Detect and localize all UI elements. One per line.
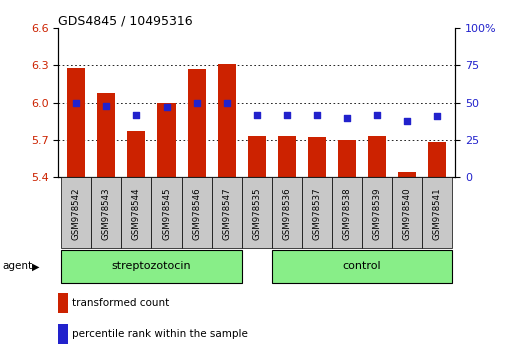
Bar: [127, 131, 145, 177]
Bar: [271, 250, 451, 283]
Point: [432, 113, 440, 119]
Point: [132, 112, 140, 118]
Point: [282, 112, 290, 118]
Point: [402, 118, 411, 123]
Bar: [271, 177, 301, 248]
Bar: [337, 140, 356, 177]
Bar: [217, 64, 235, 177]
Point: [192, 100, 200, 105]
Bar: [241, 177, 271, 248]
Point: [72, 100, 80, 105]
Text: GSM978539: GSM978539: [372, 188, 381, 240]
Bar: [97, 93, 115, 177]
Bar: [308, 137, 325, 177]
Text: GSM978545: GSM978545: [162, 188, 171, 240]
Bar: [58, 293, 68, 313]
Bar: [181, 177, 211, 248]
Bar: [427, 142, 445, 177]
Bar: [362, 177, 391, 248]
Bar: [331, 177, 362, 248]
Text: GSM978544: GSM978544: [132, 188, 141, 240]
Bar: [277, 136, 295, 177]
Bar: [61, 177, 91, 248]
Bar: [67, 68, 85, 177]
Bar: [121, 177, 151, 248]
Bar: [247, 136, 265, 177]
Text: streptozotocin: streptozotocin: [112, 261, 191, 272]
Bar: [368, 136, 385, 177]
Point: [312, 112, 320, 118]
Text: GSM978537: GSM978537: [312, 188, 321, 240]
Text: GSM978536: GSM978536: [282, 188, 291, 240]
Text: GSM978535: GSM978535: [252, 188, 261, 240]
Bar: [187, 69, 205, 177]
Point: [102, 103, 110, 108]
Text: GSM978542: GSM978542: [72, 188, 81, 240]
Point: [162, 104, 170, 110]
Text: GSM978540: GSM978540: [402, 188, 411, 240]
Text: GSM978546: GSM978546: [192, 188, 200, 240]
Bar: [391, 177, 422, 248]
Text: control: control: [342, 261, 381, 272]
Point: [372, 112, 380, 118]
Point: [342, 115, 350, 120]
Bar: [61, 250, 241, 283]
Bar: [301, 177, 331, 248]
Bar: [157, 103, 175, 177]
Text: percentile rank within the sample: percentile rank within the sample: [72, 329, 247, 339]
Bar: [422, 177, 451, 248]
Text: GSM978543: GSM978543: [102, 188, 111, 240]
Bar: [151, 177, 181, 248]
Text: GDS4845 / 10495316: GDS4845 / 10495316: [58, 14, 192, 27]
Point: [252, 112, 261, 118]
Text: GSM978541: GSM978541: [432, 188, 441, 240]
Text: GSM978547: GSM978547: [222, 188, 231, 240]
Bar: [58, 324, 68, 344]
Text: agent: agent: [3, 261, 33, 272]
Bar: [91, 177, 121, 248]
Point: [222, 100, 230, 105]
Bar: [397, 172, 416, 177]
Text: transformed count: transformed count: [72, 298, 169, 308]
Text: GSM978538: GSM978538: [342, 188, 351, 240]
Text: ▶: ▶: [32, 261, 39, 272]
Bar: [211, 177, 241, 248]
